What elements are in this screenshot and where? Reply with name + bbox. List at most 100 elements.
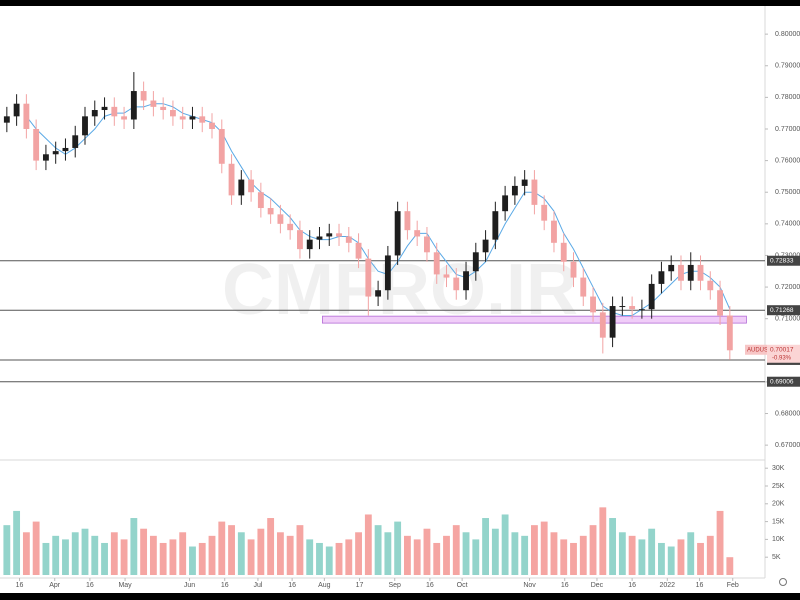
volume-bar <box>501 514 509 575</box>
volume-bar <box>276 532 284 575</box>
candle-body <box>336 233 342 237</box>
candle-body <box>218 128 225 164</box>
candle-body <box>511 185 518 196</box>
candle-body <box>668 264 675 272</box>
y-tick-label: 0.76000 <box>775 157 800 164</box>
volume-bar <box>589 525 597 575</box>
candle-body <box>199 116 206 123</box>
volume-bar <box>110 532 118 575</box>
candle-body <box>658 271 665 284</box>
volume-bar <box>550 532 558 575</box>
candle-body <box>150 100 157 107</box>
x-tick-label: 16 <box>86 582 94 589</box>
volume-bar <box>169 539 177 575</box>
volume-bar <box>149 535 157 575</box>
y-tick-label: 0.71000 <box>775 316 800 323</box>
volume-bar <box>628 535 636 575</box>
y-tick-label: 0.75000 <box>775 189 800 196</box>
volume-tick-label: 20K <box>772 501 785 508</box>
x-tick-label: Jun <box>184 582 195 589</box>
candle-body <box>502 195 509 212</box>
x-tick-label: Nov <box>523 582 536 589</box>
settings-icon[interactable] <box>779 578 787 586</box>
volume-bar <box>335 542 343 575</box>
volume-bar <box>62 539 69 575</box>
candle-body <box>277 214 284 224</box>
candle-body <box>355 242 362 259</box>
y-tick-label: 0.68000 <box>775 410 800 417</box>
candle-body <box>697 264 704 281</box>
candle-body <box>443 274 450 278</box>
candle-body <box>619 306 626 308</box>
volume-bar <box>394 521 402 575</box>
candle-body <box>463 271 469 291</box>
candle-body <box>179 116 186 120</box>
volume-bar <box>81 528 89 575</box>
volume-bar <box>237 532 245 575</box>
volume-bar <box>316 542 323 575</box>
x-tick-label: 17 <box>356 582 364 589</box>
candle-body <box>394 211 401 256</box>
volume-bar <box>511 532 519 575</box>
volume-bar <box>384 532 392 575</box>
volume-bar <box>198 542 206 575</box>
candle-body <box>248 179 255 193</box>
candle-body <box>599 312 606 338</box>
candle-body <box>521 179 528 186</box>
zone <box>322 315 747 324</box>
candle-body <box>717 290 723 316</box>
volume-bar <box>345 539 353 575</box>
candle-body <box>257 192 264 209</box>
candle-body <box>648 283 655 310</box>
volume-bar <box>52 535 60 575</box>
volume-bar <box>618 532 626 575</box>
y-tick-label: 0.74000 <box>775 221 800 228</box>
candle-body <box>91 110 98 117</box>
volume-bar <box>120 539 128 575</box>
volume-bar <box>228 525 235 575</box>
candle-body <box>33 128 40 161</box>
candle-body <box>82 116 88 136</box>
volume-bar <box>726 557 734 575</box>
candle-body <box>590 296 596 313</box>
volume-bar <box>159 542 167 575</box>
volume-bar <box>325 546 333 575</box>
candle-body <box>121 116 128 120</box>
volume-bar <box>403 535 411 575</box>
volume-bar <box>42 542 50 575</box>
candle-body <box>111 106 118 117</box>
volume-bar <box>413 539 421 575</box>
volume-bar <box>364 514 372 575</box>
volume-tick-label: 10K <box>772 536 785 543</box>
candle-body <box>629 306 636 310</box>
candle-body <box>130 91 137 120</box>
candle-body <box>345 236 352 243</box>
y-tick-label: 0.72000 <box>775 284 800 291</box>
x-tick-label: 16 <box>288 582 296 589</box>
x-tick-label: Jul <box>253 582 262 589</box>
candle-body <box>726 315 733 351</box>
level-label-box <box>767 255 800 266</box>
volume-bar <box>218 521 226 575</box>
volume-bar <box>101 542 108 575</box>
volume-bar <box>433 542 441 575</box>
candle-body <box>267 208 274 215</box>
x-tick-label: 16 <box>16 582 24 589</box>
last-price-box <box>767 344 800 363</box>
candle-body <box>580 277 587 297</box>
volume-bar <box>472 539 480 575</box>
candle-body <box>189 116 196 120</box>
level-label: 0.69006 <box>770 378 794 385</box>
volume-bar <box>267 518 275 575</box>
volume-bar <box>677 539 685 575</box>
volume-bar <box>570 542 577 575</box>
candle-body <box>638 309 645 311</box>
volume-bar <box>609 518 617 575</box>
candle-body <box>62 147 69 152</box>
volume-bar <box>521 535 529 575</box>
volume-bar <box>667 546 675 575</box>
candle-body <box>52 151 59 155</box>
volume-bar <box>462 532 470 575</box>
volume-bar <box>140 528 148 575</box>
candle-body <box>326 233 333 237</box>
